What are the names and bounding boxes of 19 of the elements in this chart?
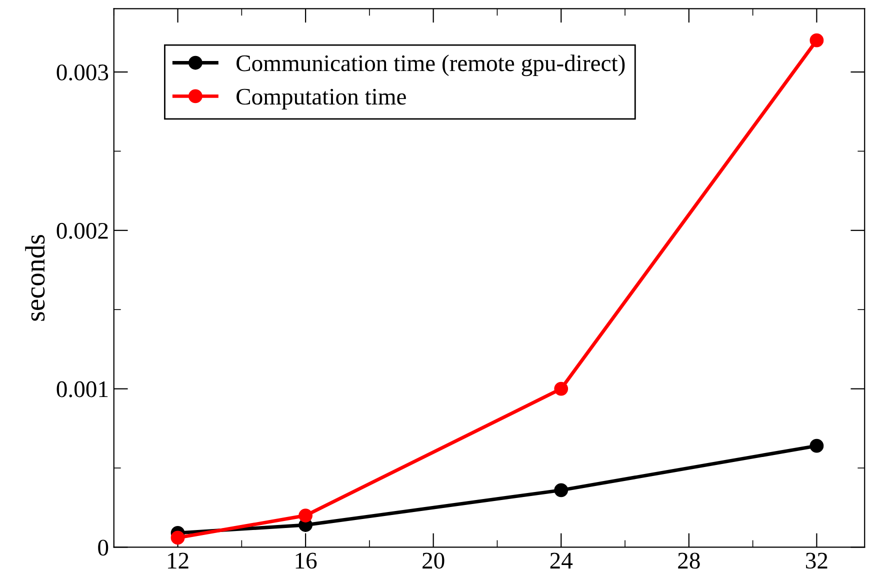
legend-label: Computation time: [236, 88, 406, 110]
legend-label: Communication time (remote gpu-direct): [236, 54, 625, 76]
y-tick-label: 0.001: [56, 381, 108, 398]
x-tick-label: 32: [806, 552, 828, 569]
point: [170, 530, 185, 545]
x-tick-label: 20: [422, 552, 444, 569]
y-axis-title: seconds: [25, 234, 45, 321]
y-tick-label: 0: [98, 540, 108, 556]
y-tick-label: 0.003: [56, 64, 108, 81]
point: [554, 382, 568, 396]
x-tick-label: 24: [550, 552, 573, 568]
x-tick-label: 28: [678, 552, 700, 569]
point: [554, 483, 568, 498]
x-tick-label: 16: [296, 552, 317, 569]
x-tick-label: 12: [168, 552, 188, 568]
point: [298, 508, 312, 522]
point: [810, 33, 824, 48]
point: [810, 438, 824, 453]
y-tick-label: 0.002: [56, 222, 108, 239]
